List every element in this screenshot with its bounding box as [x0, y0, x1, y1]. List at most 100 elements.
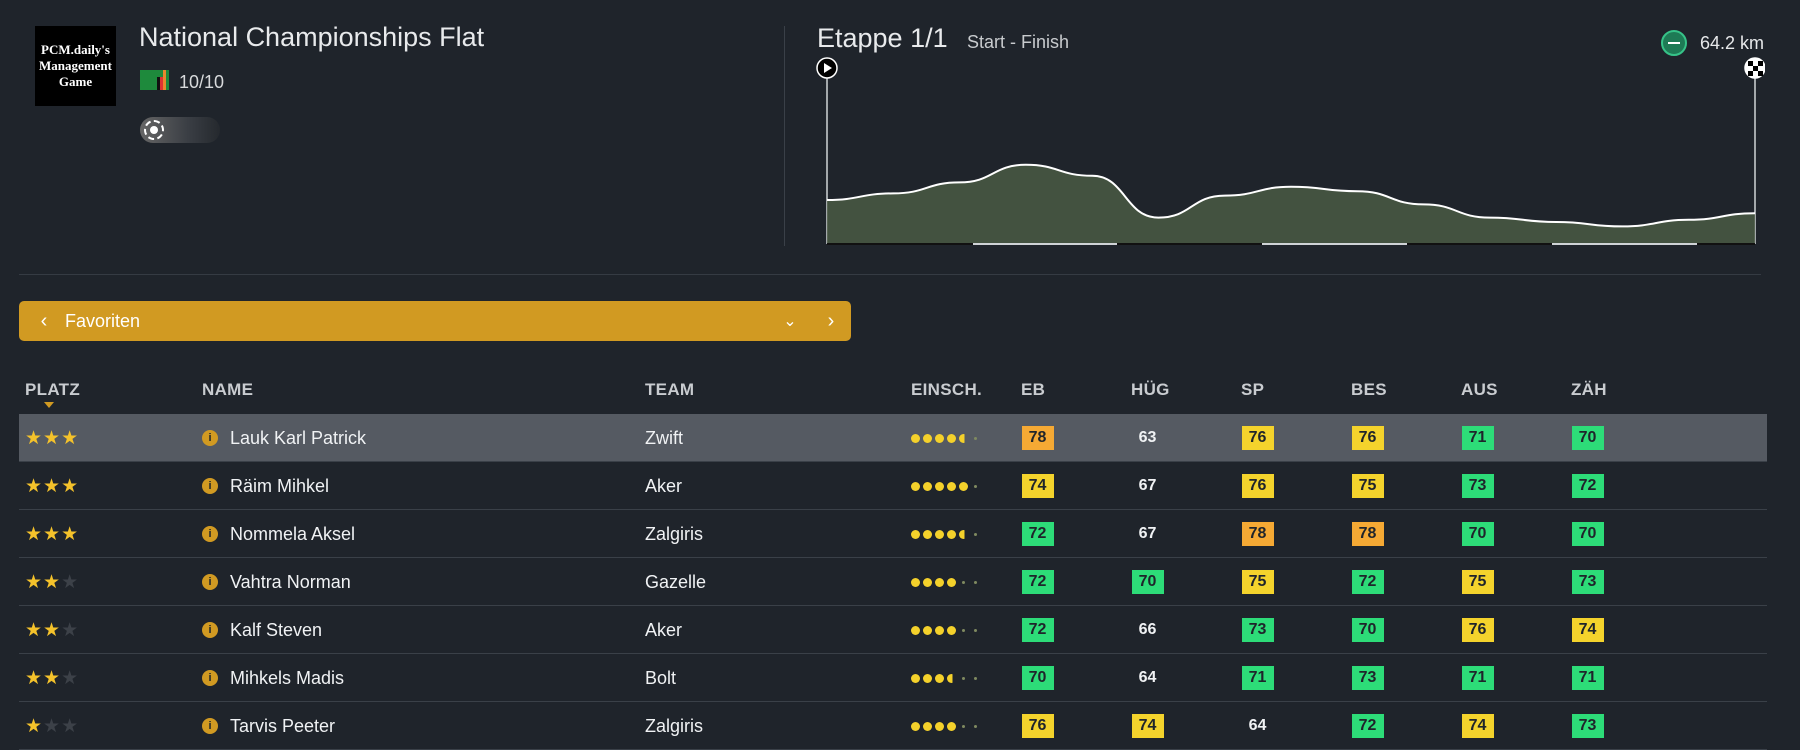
zambia-flag-icon: [140, 70, 169, 90]
stat-cell: 76: [1021, 702, 1054, 750]
stat-value: 73: [1241, 618, 1274, 642]
rating-dot: [959, 433, 968, 443]
rating-dot: [974, 532, 977, 536]
rating-dot: [974, 628, 977, 632]
table-row[interactable]: ★ ★ ★ i Vahtra Norman Gazelle 72 70 75 72 75 73: [19, 558, 1767, 606]
rating-dot: [923, 721, 932, 731]
info-icon[interactable]: i: [202, 414, 218, 462]
star-icon: ★: [25, 571, 44, 593]
info-icon[interactable]: i: [202, 606, 218, 654]
sort-desc-icon: [44, 402, 54, 408]
stat-value: 70: [1461, 522, 1494, 546]
header-bes[interactable]: BES: [1351, 380, 1387, 399]
stat-value: 73: [1351, 666, 1384, 690]
checkered-flag-icon: [1744, 57, 1765, 79]
stat-cell: 73: [1351, 654, 1384, 702]
stat-value: 76: [1241, 474, 1274, 498]
stat-cell: 72: [1021, 510, 1054, 558]
info-icon[interactable]: i: [202, 510, 218, 558]
header-divider: [784, 26, 785, 246]
header-eb[interactable]: EB: [1021, 380, 1046, 399]
stat-value: 70: [1351, 618, 1384, 642]
info-icon[interactable]: i: [202, 558, 218, 606]
rating-dot: [911, 673, 920, 683]
rating-dot: [947, 529, 956, 539]
info-icon[interactable]: i: [202, 702, 218, 750]
info-icon[interactable]: i: [202, 654, 218, 702]
table-row[interactable]: ★ ★ ★ i Nommela Aksel Zalgiris 72 67 78 78 70 70: [19, 510, 1767, 558]
info-icon[interactable]: i: [202, 462, 218, 510]
stat-cell: 70: [1131, 558, 1164, 606]
header-einsch[interactable]: EINSCH.: [911, 380, 983, 399]
star-icon: ★: [61, 475, 80, 497]
rating-dot: [947, 673, 956, 683]
profile-area: [827, 164, 1755, 244]
star-icon: ★: [43, 475, 62, 497]
header-aus[interactable]: AUS: [1461, 380, 1498, 399]
rider-name[interactable]: Nommela Aksel: [230, 523, 356, 544]
favorites-selector[interactable]: ‹ Favoriten ⌄ ›: [19, 301, 851, 341]
distance-icon: [1661, 30, 1687, 56]
stat-value: 76: [1021, 714, 1054, 738]
chevron-left-icon[interactable]: ‹: [40, 309, 48, 332]
stat-cell: 70: [1461, 510, 1494, 558]
rating-dot: [962, 580, 965, 584]
rider-name[interactable]: Räim Mihkel: [230, 475, 330, 496]
rider-team: Zalgiris: [645, 523, 704, 544]
stat-cell: 70: [1571, 414, 1604, 462]
sun-icon: [144, 120, 164, 140]
stat-value: 71: [1241, 666, 1274, 690]
star-icon: ★: [61, 523, 80, 545]
weather-indicator: [140, 117, 220, 143]
chevron-right-icon[interactable]: ›: [827, 309, 835, 332]
stat-value: 75: [1461, 570, 1494, 594]
rating-dot: [947, 481, 956, 491]
star-icon: ★: [61, 667, 80, 689]
table-row[interactable]: ★ ★ ★ i Kalf Steven Aker 72 66 73 70 76 74: [19, 606, 1767, 654]
stat-cell: 78: [1351, 510, 1384, 558]
section-divider: [19, 274, 1761, 275]
stat-value: 73: [1461, 474, 1494, 498]
form-rating-dots: [911, 510, 983, 558]
rating-dot: [947, 625, 956, 635]
form-rating-dots: [911, 462, 983, 510]
star-rating: ★ ★ ★: [25, 414, 79, 462]
star-icon: ★: [43, 523, 62, 545]
rider-name[interactable]: Lauk Karl Patrick: [230, 427, 367, 448]
rating-dot: [923, 481, 932, 491]
header-zah[interactable]: ZÄH: [1571, 380, 1607, 399]
stat-value: 70: [1571, 522, 1604, 546]
chevron-down-icon[interactable]: ⌄: [783, 313, 797, 330]
stat-value: 67: [1138, 525, 1157, 542]
rating-dot: [935, 721, 944, 731]
stat-cell: 76: [1351, 414, 1384, 462]
header-name[interactable]: NAME: [202, 380, 254, 399]
table-row[interactable]: ★ ★ ★ i Mihkels Madis Bolt 70 64 71 73 71 71: [19, 654, 1767, 702]
header-hug[interactable]: HÜG: [1131, 380, 1170, 399]
rating-dot: [935, 673, 944, 683]
table-row[interactable]: ★ ★ ★ i Lauk Karl Patrick Zwift 78 63 76 76 71 70: [19, 414, 1767, 462]
star-icon: ★: [43, 571, 62, 593]
stat-value: 78: [1021, 426, 1054, 450]
rider-name[interactable]: Kalf Steven: [230, 619, 323, 640]
header-team[interactable]: TEAM: [645, 380, 695, 399]
table-row[interactable]: ★ ★ ★ i Tarvis Peeter Zalgiris 76 74 64 72 74 73: [19, 702, 1767, 750]
star-rating: ★ ★ ★: [25, 654, 79, 702]
rider-name[interactable]: Tarvis Peeter: [230, 715, 336, 736]
rating-dot: [935, 529, 944, 539]
stat-value: 72: [1021, 570, 1054, 594]
table-row[interactable]: ★ ★ ★ i Räim Mihkel Aker 74 67 76 75 73 72: [19, 462, 1767, 510]
rating-dot: [962, 676, 965, 680]
header-platz[interactable]: PLATZ: [25, 380, 81, 399]
rating-dot: [923, 673, 932, 683]
rider-team: Zalgiris: [645, 715, 704, 736]
stat-cell: 75: [1351, 462, 1384, 510]
rider-name[interactable]: Mihkels Madis: [230, 667, 345, 688]
stat-value: 67: [1138, 477, 1157, 494]
star-icon: ★: [25, 715, 44, 737]
rating-dot: [974, 724, 977, 728]
rider-name[interactable]: Vahtra Norman: [230, 571, 351, 592]
game-logo: PCM.daily's Management Game: [35, 26, 116, 106]
header-sp[interactable]: SP: [1241, 380, 1265, 399]
stat-cell: 78: [1241, 510, 1274, 558]
